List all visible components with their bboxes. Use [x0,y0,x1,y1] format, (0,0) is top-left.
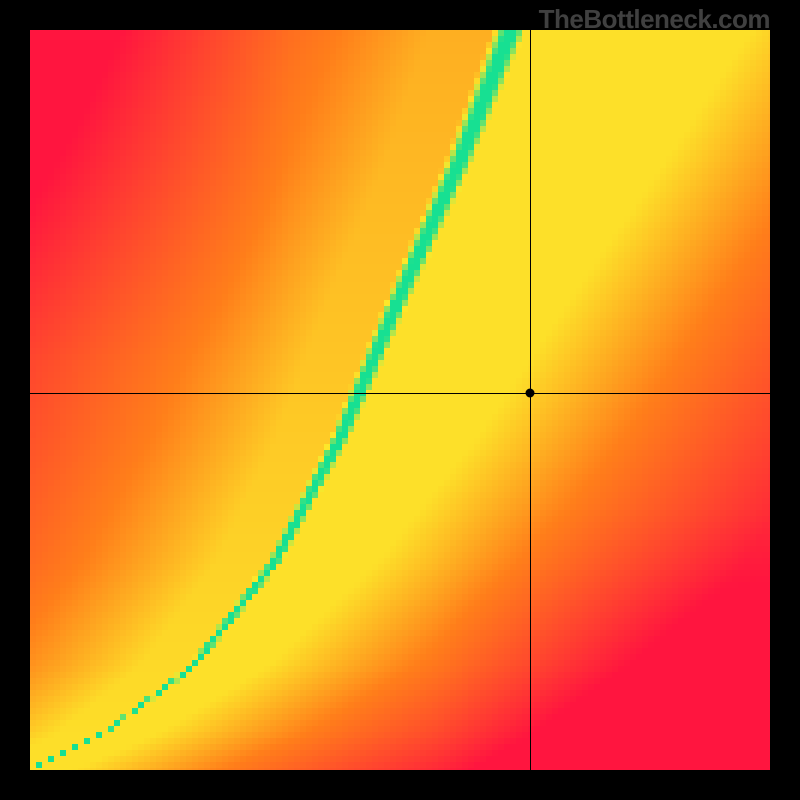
crosshair-horizontal-line [30,393,770,394]
heatmap-canvas [30,30,770,770]
heatmap-plot-area [30,30,770,770]
crosshair-dot [525,388,534,397]
figure-frame: TheBottleneck.com [0,0,800,800]
watermark-text: TheBottleneck.com [539,4,770,35]
crosshair-vertical-line [530,30,531,770]
